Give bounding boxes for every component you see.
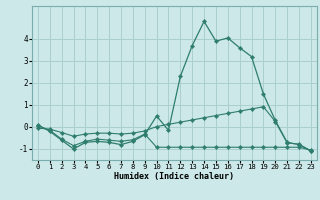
X-axis label: Humidex (Indice chaleur): Humidex (Indice chaleur) (115, 172, 234, 181)
